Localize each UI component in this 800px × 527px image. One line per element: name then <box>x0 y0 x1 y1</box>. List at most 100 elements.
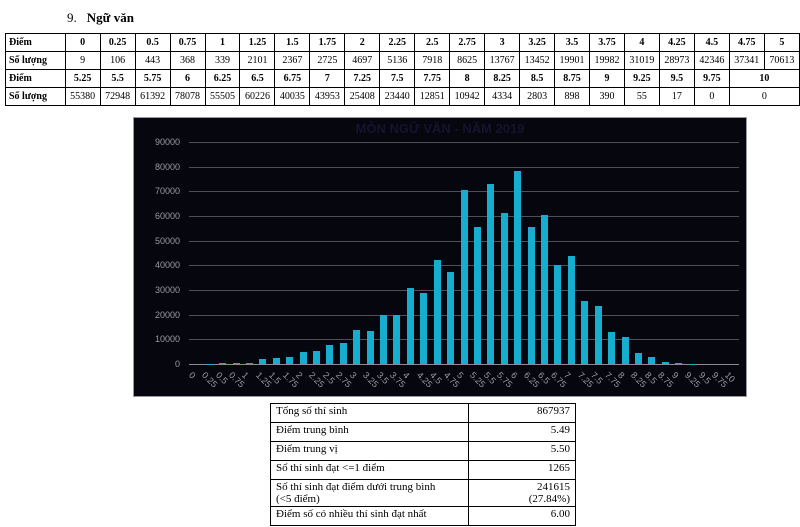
score-cell: 7.5 <box>379 69 416 88</box>
row-header-cell: Số lượng <box>5 87 66 106</box>
bar <box>675 363 683 364</box>
bar <box>433 259 441 364</box>
count-cell: 2367 <box>274 51 311 70</box>
count-cell: 40035 <box>274 87 311 106</box>
table-row: Điểm 5.25 5.5 5.75 6 6.25 6.5 6.75 7 7.25 7.5 7.75 8… <box>5 69 800 88</box>
x-axis-tick-label: 5 <box>454 370 466 381</box>
count-cell: 2803 <box>519 87 556 106</box>
summary-label: Điểm số có nhiều thí sinh đạt nhất <box>270 506 469 526</box>
count-cell: 17 <box>658 87 695 106</box>
count-cell: 55380 <box>64 87 101 106</box>
count-cell: 12851 <box>414 87 451 106</box>
summary-value: 1265 <box>468 460 576 480</box>
score-cell: 2 <box>344 33 381 52</box>
bar <box>232 363 240 364</box>
count-cell: 368 <box>169 51 206 70</box>
summary-label: Điểm trung bình <box>270 422 469 442</box>
bar <box>473 227 481 364</box>
count-cell: 7918 <box>414 51 451 70</box>
bar <box>661 361 669 364</box>
x-axis-tick-label: 6 <box>508 370 520 381</box>
bar <box>286 357 294 364</box>
y-axis-tick-label: 10000 <box>154 334 180 345</box>
summary-row: Điểm trung vị 5.50 <box>270 441 576 461</box>
summary-value: 5.49 <box>468 422 576 442</box>
bar <box>339 342 347 364</box>
score-cell: 1.25 <box>239 33 276 52</box>
bar <box>312 351 320 364</box>
score-cell: 8.25 <box>484 69 521 88</box>
table-row: Số lượng 55380 72948 61392 78078 55505 60226 40… <box>5 87 800 106</box>
x-axis-tick-label: 2 <box>293 370 305 381</box>
count-cell: 13452 <box>519 51 556 70</box>
score-cell: 8 <box>449 69 486 88</box>
score-distribution-table: Điểm 0 0.25 0.5 0.75 1 1.25 1.5 1.75 2 2.25 2.5 2.75… <box>5 33 800 106</box>
score-cell: 10 <box>728 69 800 88</box>
count-cell: 61392 <box>134 87 171 106</box>
count-cell: 37341 <box>728 51 765 70</box>
summary-value: 5.50 <box>468 441 576 461</box>
score-cell: 2.75 <box>449 33 486 52</box>
bar <box>299 352 307 364</box>
count-cell: 60226 <box>239 87 276 106</box>
score-cell: 5.25 <box>64 69 101 88</box>
score-cell: 0.25 <box>99 33 136 52</box>
summary-row: Tổng số thí sinh 867937 <box>270 403 576 423</box>
summary-value: 867937 <box>468 403 576 423</box>
summary-row: Điểm trung bình 5.49 <box>270 422 576 442</box>
page-title-number: 9. <box>67 10 77 25</box>
count-cell: 8625 <box>449 51 486 70</box>
x-axis-tick-label: 1 <box>240 370 251 381</box>
x-axis-tick-label: 3 <box>347 370 359 381</box>
bar <box>527 227 535 364</box>
row-header-cell: Số lượng <box>5 51 66 70</box>
summary-label: Tổng số thí sinh <box>270 403 469 423</box>
bar <box>326 344 334 364</box>
bar <box>500 212 508 364</box>
summary-label: Điểm trung vị <box>270 441 469 461</box>
x-axis-tick-label: 0 <box>186 370 198 381</box>
score-cell: 5 <box>763 33 800 52</box>
score-histogram-chart: MÔN NGỮ VĂN - NĂM 2019 0 10000 20000 30000 4… <box>133 117 747 397</box>
count-cell: 43953 <box>309 87 346 106</box>
score-cell: 8.75 <box>554 69 590 88</box>
count-cell: 339 <box>204 51 241 70</box>
score-cell: 8.5 <box>519 69 556 88</box>
page-title: 9. Ngữ văn <box>67 10 134 26</box>
count-cell: 28973 <box>658 51 695 70</box>
summary-row: Điểm số có nhiều thí sinh đạt nhất 6.00 <box>270 506 576 526</box>
score-cell: 7.75 <box>414 69 451 88</box>
statistics-summary-table: Tổng số thí sinh 867937 Điểm trung bình 5.4… <box>270 403 576 526</box>
bar <box>259 358 267 364</box>
gridline <box>189 166 739 168</box>
bar <box>219 362 226 364</box>
bar <box>353 330 361 364</box>
score-cell: 5.5 <box>99 69 136 88</box>
score-cell: 9.75 <box>693 69 730 88</box>
chart-title: MÔN NGỮ VĂN - NĂM 2019 <box>355 121 525 136</box>
y-axis-tick-label: 90000 <box>154 137 180 147</box>
score-cell: 6.75 <box>274 69 311 88</box>
bar <box>594 306 602 364</box>
bar <box>487 184 495 364</box>
y-axis-tick-label: 0 <box>174 359 180 369</box>
count-cell: 0 <box>728 87 800 106</box>
score-cell: 3.75 <box>589 33 625 52</box>
bar <box>447 271 455 364</box>
score-cell: 4.5 <box>693 33 730 52</box>
score-cell: 4.75 <box>728 33 765 52</box>
x-axis-tick-label: 9 <box>669 370 681 381</box>
score-cell: 2.5 <box>414 33 451 52</box>
row-header-cell: Điểm <box>5 69 66 88</box>
count-cell: 2101 <box>239 51 276 70</box>
bar <box>581 301 589 364</box>
count-cell: 4697 <box>344 51 381 70</box>
score-cell: 9.25 <box>623 69 660 88</box>
score-cell: 0.5 <box>134 33 171 52</box>
score-cell: 3.25 <box>519 33 556 52</box>
bar <box>648 357 656 364</box>
bar <box>541 215 548 364</box>
score-cell: 4.25 <box>658 33 695 52</box>
y-axis-tick-label: 40000 <box>154 260 180 271</box>
gridline <box>189 142 739 143</box>
